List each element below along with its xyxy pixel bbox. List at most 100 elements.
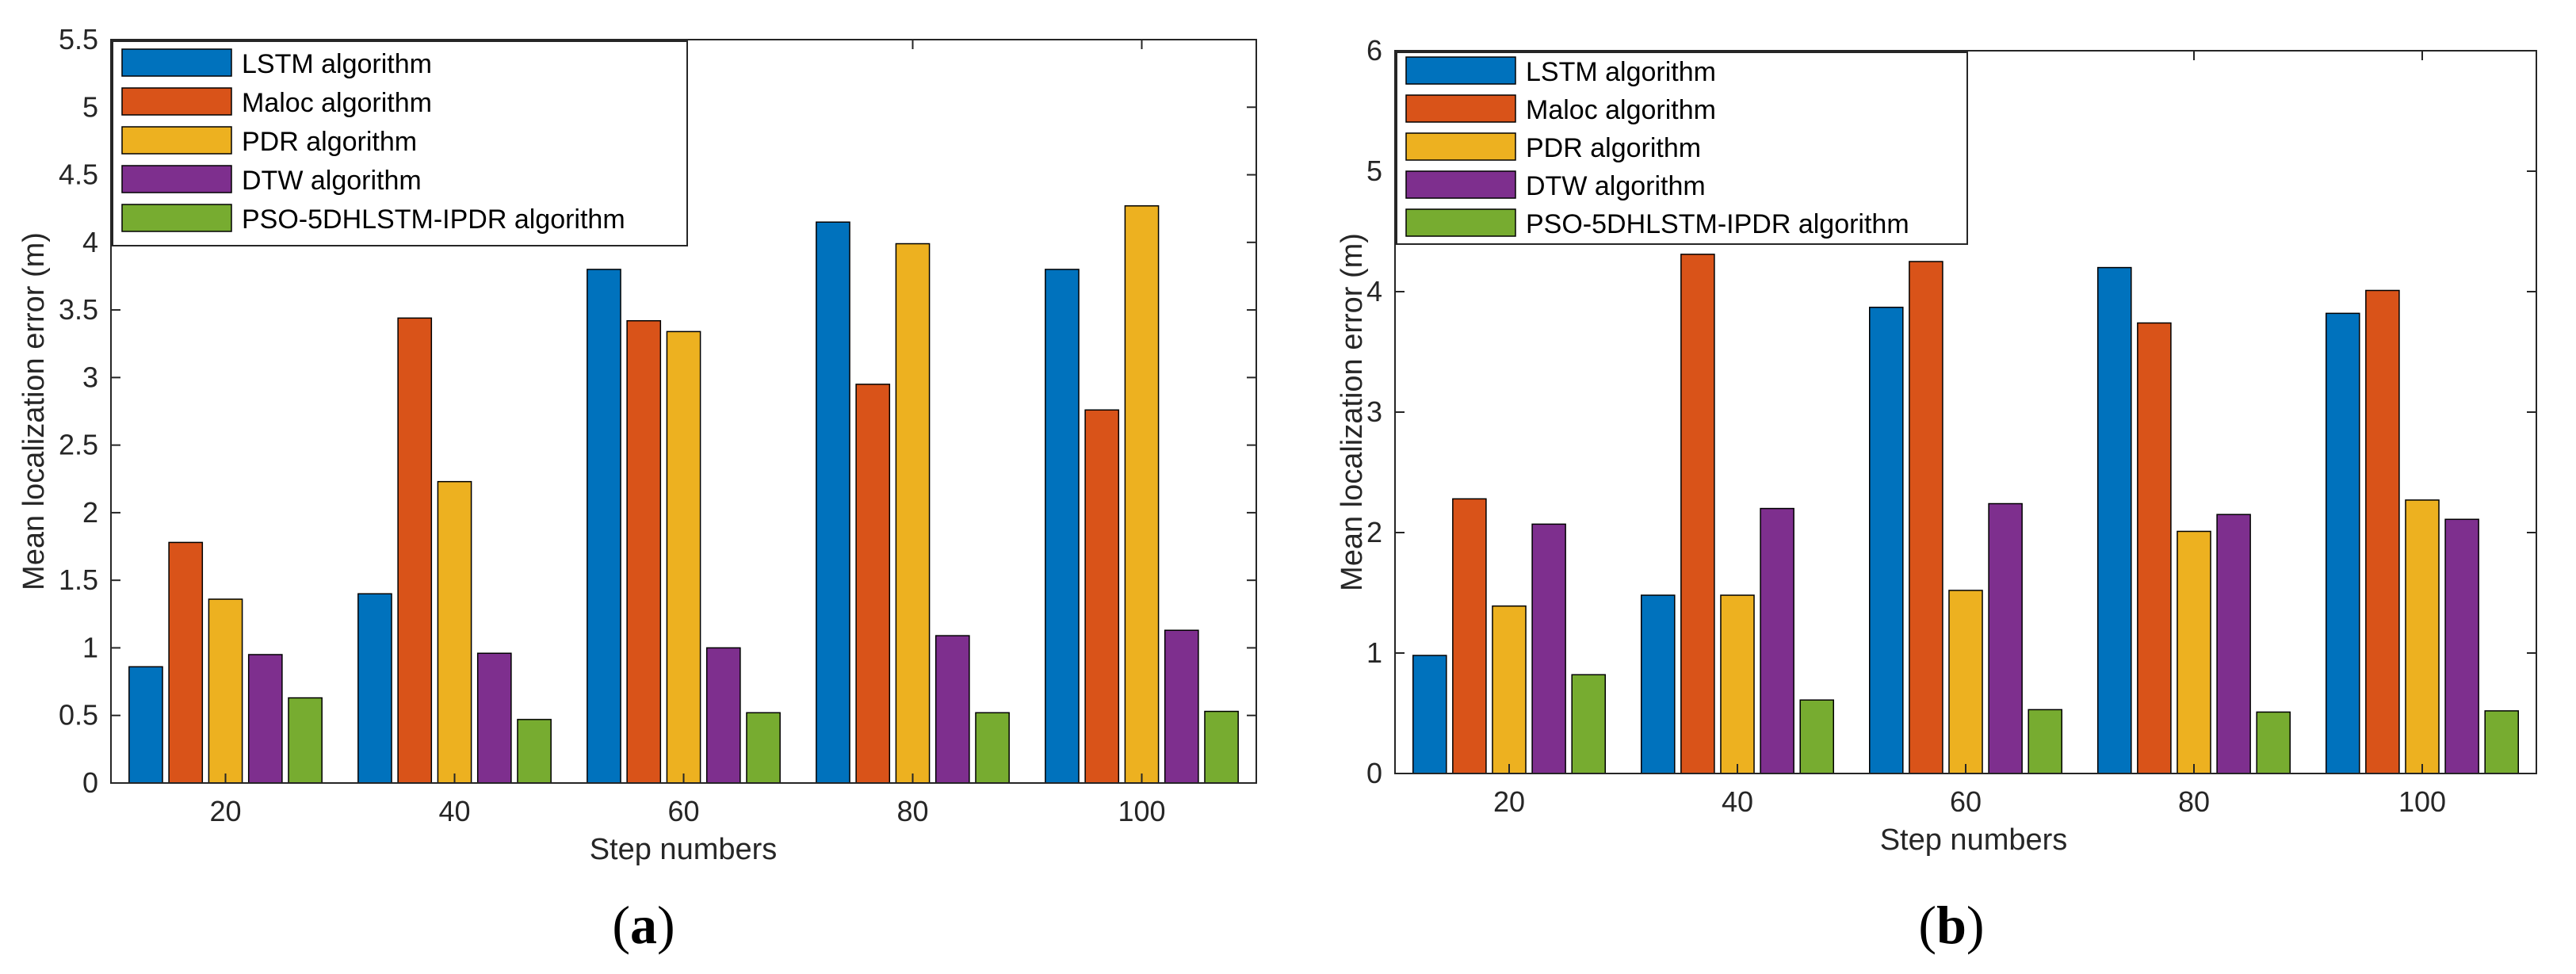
caption-a-open: ( — [612, 895, 630, 955]
y-tick-label-a: 0.5 — [59, 699, 98, 731]
bar-a-lstm-40 — [357, 593, 392, 784]
panel-a: 0 0.5 1 1.5 2 2.5 3 3.5 4 4.5 5 5.5 20 40 60 80 100 Mea… — [17, 23, 1257, 955]
bar-b-pso-80 — [2256, 711, 2291, 774]
caption-b-open: ( — [1918, 895, 1936, 955]
y-tick-label-b: 0 — [1366, 757, 1382, 789]
x-tick-label-a: 80 — [896, 795, 928, 827]
y-tick-label-a: 4.5 — [59, 159, 98, 191]
y-axis-label-a: Mean localization error (m) — [17, 232, 51, 590]
legend-swatch-a-dtw — [121, 165, 232, 193]
legend-label-b-lstm: LSTM algorithm — [1526, 57, 1716, 87]
x-tick-label-b: 100 — [2398, 785, 2446, 818]
bar-b-pso-60 — [2028, 709, 2062, 774]
bar-b-dtw-60 — [1988, 502, 2023, 774]
caption-a-close: ) — [657, 895, 675, 955]
x-tick-label-a: 100 — [1118, 795, 1165, 827]
legend-swatch-b-lstm — [1405, 56, 1516, 85]
legend-swatch-b-pdr — [1405, 132, 1516, 161]
bar-a-pdr-60 — [666, 330, 701, 784]
legend-swatch-a-pso — [121, 204, 232, 232]
bar-a-pso-100 — [1204, 710, 1239, 784]
legend-swatch-b-pso — [1405, 208, 1516, 237]
bar-b-pso-100 — [2484, 710, 2519, 774]
bars-a — [128, 205, 1239, 784]
caption-b-letter: b — [1936, 895, 1966, 955]
bar-a-lstm-100 — [1045, 269, 1080, 784]
bar-a-pdr-20 — [208, 598, 243, 784]
bar-b-pdr-20 — [1492, 605, 1527, 774]
x-ticks-b: 20 40 60 80 100 — [1493, 51, 2446, 818]
bar-b-pdr-100 — [2405, 499, 2440, 774]
bar-b-maloc-20 — [1452, 498, 1487, 774]
bar-b-maloc-80 — [2137, 322, 2172, 774]
legend-label-a-maloc: Maloc algorithm — [242, 88, 432, 118]
bar-a-maloc-40 — [397, 317, 433, 784]
legend-swatch-b-dtw — [1405, 170, 1516, 199]
y-ticks-b: 0 1 2 3 4 5 6 — [1366, 34, 2536, 789]
y-tick-label-b: 5 — [1366, 155, 1382, 187]
y-tick-label-a: 3.5 — [59, 293, 98, 326]
bar-b-pso-20 — [1571, 674, 1606, 774]
legend-swatch-a-pdr — [121, 126, 232, 155]
caption-a: (a) — [612, 895, 675, 955]
x-tick-label-b: 60 — [1950, 785, 1982, 818]
y-axis-label-b: Mean localization error (m) — [1336, 233, 1369, 591]
y-tick-label-a: 1.5 — [59, 563, 98, 596]
bar-b-pso-40 — [1799, 699, 1834, 774]
caption-b: (b) — [1918, 895, 1984, 955]
panel-b: 0 1 2 3 4 5 6 20 40 60 80 100 Mean localization er… — [1336, 34, 2537, 955]
legend-label-a-pdr: PDR algorithm — [242, 127, 417, 157]
legend-label-b-pso: PSO-5DHLSTM-IPDR algorithm — [1526, 209, 1909, 239]
y-tick-label-a: 5.5 — [59, 23, 98, 55]
bar-a-lstm-80 — [816, 221, 850, 784]
legend-swatch-a-maloc — [121, 87, 232, 116]
bar-a-pdr-80 — [895, 243, 931, 784]
y-tick-label-a: 1 — [82, 631, 98, 663]
legend-label-b-maloc: Maloc algorithm — [1526, 95, 1716, 125]
bar-b-lstm-80 — [2097, 266, 2132, 774]
legend-label-a-pso: PSO-5DHLSTM-IPDR algorithm — [242, 204, 625, 235]
legend-label-b-pdr: PDR algorithm — [1526, 133, 1701, 163]
bar-a-lstm-60 — [587, 269, 621, 784]
bar-a-pdr-40 — [437, 480, 472, 784]
bar-a-dtw-20 — [247, 654, 283, 784]
bar-b-maloc-40 — [1680, 254, 1715, 774]
x-tick-label-b: 20 — [1493, 785, 1525, 818]
bar-b-maloc-100 — [2365, 289, 2400, 774]
y-tick-label-a: 2.5 — [59, 429, 98, 461]
bar-b-dtw-40 — [1760, 507, 1794, 774]
legend-swatch-b-maloc — [1405, 94, 1516, 123]
bar-b-pdr-80 — [2177, 530, 2211, 774]
caption-a-letter: a — [630, 895, 657, 955]
legend-label-a-dtw: DTW algorithm — [242, 166, 422, 196]
x-tick-label-b: 40 — [1722, 785, 1753, 818]
legend-swatch-a-lstm — [121, 48, 232, 77]
y-tick-label-a: 3 — [82, 361, 98, 393]
bar-a-pso-80 — [975, 712, 1010, 784]
bar-a-pso-20 — [288, 697, 323, 784]
bar-b-lstm-20 — [1412, 655, 1447, 774]
y-tick-label-a: 5 — [82, 90, 98, 123]
y-ticks-a: 0 0.5 1 1.5 2 2.5 3 3.5 4 4.5 5 5.5 — [59, 23, 1256, 799]
bar-a-maloc-80 — [855, 384, 891, 784]
bar-b-maloc-60 — [1909, 261, 1943, 774]
y-tick-label-b: 6 — [1366, 34, 1382, 67]
y-tick-label-a: 4 — [82, 226, 98, 258]
y-tick-label-a: 2 — [82, 496, 98, 529]
x-tick-label-a: 20 — [209, 795, 241, 827]
caption-b-close: ) — [1966, 895, 1985, 955]
legend-label-b-dtw: DTW algorithm — [1526, 171, 1706, 201]
bar-b-dtw-100 — [2444, 518, 2479, 774]
y-tick-label-b: 2 — [1366, 516, 1382, 548]
bar-a-lstm-20 — [128, 666, 163, 784]
x-tick-label-a: 40 — [438, 795, 470, 827]
x-axis-label-a: Step numbers — [590, 833, 778, 866]
legend-b: LSTM algorithm Maloc algorithm PDR algorit… — [1396, 52, 1968, 245]
bar-a-maloc-100 — [1084, 409, 1120, 784]
bar-b-lstm-40 — [1641, 594, 1676, 774]
bar-a-maloc-60 — [626, 319, 662, 784]
bar-a-pso-40 — [517, 719, 552, 784]
bar-b-dtw-80 — [2216, 514, 2251, 774]
bar-a-maloc-20 — [168, 541, 204, 784]
